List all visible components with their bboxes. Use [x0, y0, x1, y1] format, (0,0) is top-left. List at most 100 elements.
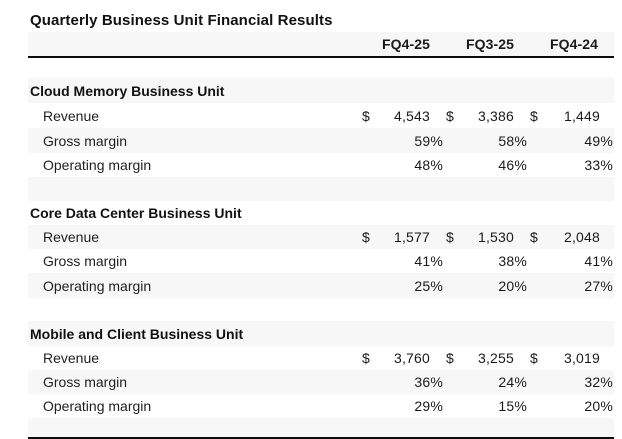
value: 32%: [584, 374, 613, 390]
value-cell: 46%: [446, 153, 530, 177]
value-cell: 59%: [362, 128, 446, 153]
row-label: Revenue: [43, 107, 100, 124]
column-header-label: FQ4-24: [549, 36, 598, 52]
row-label: Revenue: [43, 350, 100, 366]
value-cell: 38%: [446, 249, 530, 273]
table-row: Operating margin 25% 20% 27%: [28, 273, 614, 298]
spacer-row: [28, 177, 614, 201]
page-title: Quarterly Business Unit Financial Result…: [30, 11, 333, 29]
value: 59%: [414, 132, 443, 149]
value: 3,760: [393, 350, 430, 366]
value: 1,577: [393, 229, 430, 245]
value-cell: 29%: [362, 394, 446, 418]
section-title: Cloud Memory Business Unit: [30, 82, 225, 99]
column-header-fq4-25: FQ4-25: [362, 32, 446, 56]
row-label: Revenue: [43, 229, 100, 245]
value: 33%: [584, 157, 613, 173]
value: 46%: [498, 157, 527, 173]
currency-symbol: $: [446, 107, 454, 124]
value-cell: 33%: [530, 153, 614, 177]
value: 3,255: [477, 350, 514, 366]
value-cell: 32%: [530, 370, 614, 394]
value-cell: $ 3,760: [362, 346, 446, 370]
currency-symbol: $: [362, 107, 370, 124]
value: 36%: [414, 374, 443, 390]
footer-rule: [28, 437, 614, 439]
row-label: Gross margin: [43, 374, 128, 390]
table-row: Revenue $ 3,760 $ 3,255 $ 3,019: [28, 346, 614, 370]
value-cell: 48%: [362, 153, 446, 177]
value: 27%: [584, 277, 613, 294]
value-cell: 41%: [530, 249, 614, 273]
value: 25%: [414, 277, 443, 294]
row-label: Gross margin: [43, 253, 128, 269]
table-row: Operating margin 29% 15% 20%: [28, 394, 614, 418]
table-row: Revenue $ 1,577 $ 1,530 $ 2,048: [28, 225, 614, 249]
value: 48%: [414, 157, 443, 173]
value-cell: $ 1,449: [530, 103, 614, 128]
value: 3,386: [477, 107, 514, 124]
table-row: Gross margin 41% 38% 41%: [28, 249, 614, 273]
currency-symbol: $: [530, 107, 538, 124]
currency-symbol: $: [446, 229, 454, 245]
column-header-fq3-25: FQ3-25: [446, 32, 530, 56]
table-row: Gross margin 36% 24% 32%: [28, 370, 614, 394]
spacer-row: [28, 418, 614, 437]
value: 2,048: [563, 229, 600, 245]
value-cell: 20%: [446, 273, 530, 298]
table-row: Revenue $ 4,543 $ 3,386 $ 1,449: [28, 103, 614, 128]
value: 41%: [414, 253, 443, 269]
column-header-row: FQ4-25 FQ3-25 FQ4-24: [28, 32, 614, 56]
table-row: Gross margin 59% 58% 49%: [28, 128, 614, 153]
value-cell: 24%: [446, 370, 530, 394]
value: 4,543: [393, 107, 430, 124]
value: 29%: [414, 398, 443, 414]
value: 24%: [498, 374, 527, 390]
row-label: Operating margin: [43, 277, 152, 294]
column-header-fq4-24: FQ4-24: [530, 32, 614, 56]
currency-symbol: $: [362, 350, 370, 366]
currency-symbol: $: [446, 350, 454, 366]
value: 20%: [584, 398, 613, 414]
value-cell: $ 4,543: [362, 103, 446, 128]
header-rule: [28, 56, 614, 58]
value-cell: 20%: [530, 394, 614, 418]
value-cell: 27%: [530, 273, 614, 298]
section-title: Core Data Center Business Unit: [30, 205, 242, 221]
value-cell: $ 3,255: [446, 346, 530, 370]
value: 1,530: [477, 229, 514, 245]
value-cell: $ 1,530: [446, 225, 530, 249]
value: 41%: [584, 253, 613, 269]
title-row: Quarterly Business Unit Financial Result…: [28, 8, 614, 32]
value-cell: $ 3,386: [446, 103, 530, 128]
section-title: Mobile and Client Business Unit: [30, 325, 244, 342]
currency-symbol: $: [530, 350, 538, 366]
row-label: Gross margin: [43, 132, 128, 149]
value: 20%: [498, 277, 527, 294]
value: 15%: [498, 398, 527, 414]
value: 3,019: [563, 350, 600, 366]
value-cell: 49%: [530, 128, 614, 153]
currency-symbol: $: [362, 229, 370, 245]
value-cell: $ 3,019: [530, 346, 614, 370]
section-row-cloud-memory: Cloud Memory Business Unit: [28, 78, 614, 103]
value-cell: 15%: [446, 394, 530, 418]
value: 49%: [584, 132, 613, 149]
value-cell: $ 1,577: [362, 225, 446, 249]
value-cell: $ 2,048: [530, 225, 614, 249]
value: 38%: [498, 253, 527, 269]
row-label: Operating margin: [43, 157, 152, 173]
spacer-row: [28, 58, 614, 78]
value-cell: 25%: [362, 273, 446, 298]
row-label: Operating margin: [43, 398, 152, 414]
currency-symbol: $: [530, 229, 538, 245]
column-header-label: FQ3-25: [465, 36, 514, 52]
column-header-label: FQ4-25: [381, 36, 430, 52]
financial-results-table: Quarterly Business Unit Financial Result…: [28, 0, 614, 439]
table-row: Operating margin 48% 46% 33%: [28, 153, 614, 177]
value-cell: 36%: [362, 370, 446, 394]
value-cell: 58%: [446, 128, 530, 153]
section-row-mobile-and-client: Mobile and Client Business Unit: [28, 321, 614, 346]
spacer-row: [28, 298, 614, 321]
value: 1,449: [563, 107, 600, 124]
